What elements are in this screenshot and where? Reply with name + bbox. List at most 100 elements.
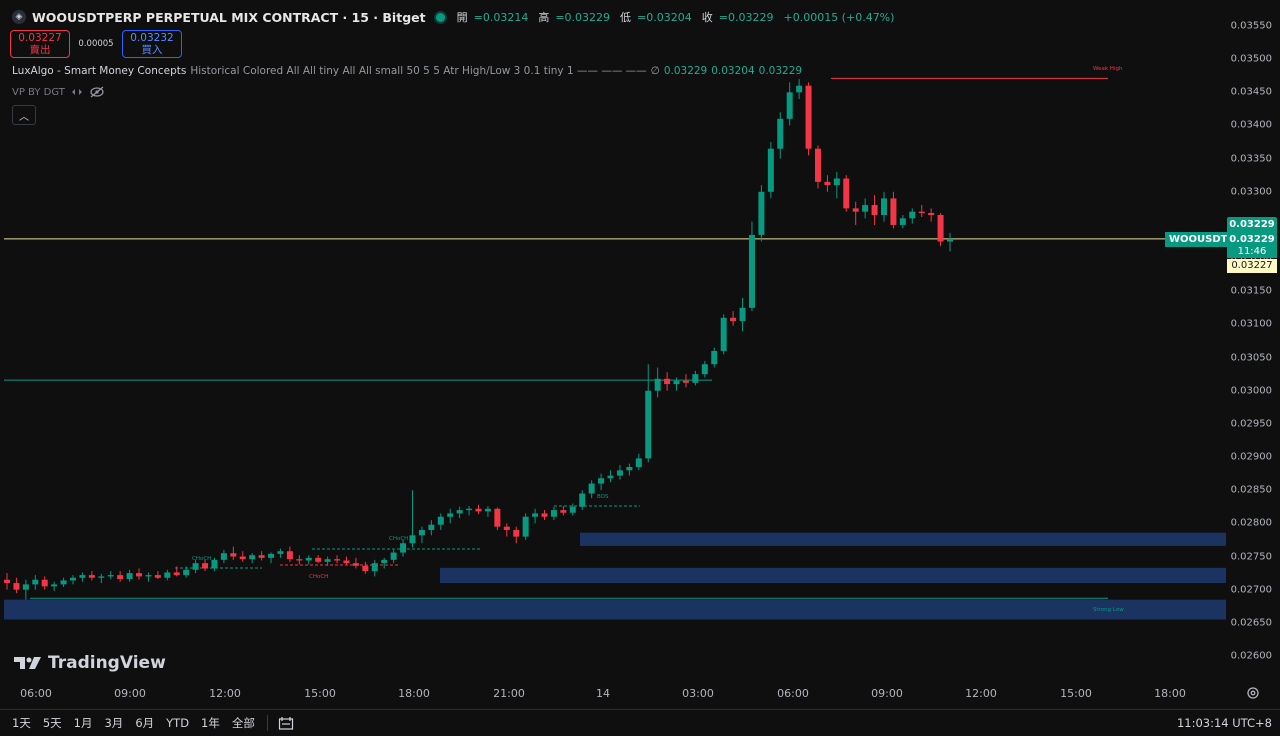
candle-body <box>513 530 520 537</box>
candle <box>484 506 491 517</box>
candle-body <box>343 560 350 564</box>
collapse-legend-button[interactable]: ︿ <box>12 105 36 125</box>
price-axis[interactable]: 0.03550 0.03500 0.03450 0.03400 0.03350 0.033… <box>1226 0 1280 680</box>
vp-label[interactable]: VP BY DGT <box>12 86 65 98</box>
price-tick-label: 0.02950 <box>1230 418 1272 430</box>
candle <box>249 553 256 564</box>
candle-body <box>560 510 567 513</box>
candle-body <box>871 205 878 215</box>
candle <box>739 297 746 332</box>
candle <box>664 372 671 391</box>
candle <box>466 506 473 516</box>
candle <box>13 577 20 593</box>
timeframe-all[interactable]: 全部 <box>231 716 255 730</box>
indicator-name[interactable]: LuxAlgo - Smart Money Concepts <box>12 65 187 77</box>
candle-body <box>230 553 237 557</box>
candle <box>145 572 152 582</box>
time-axis[interactable]: 06:00 09:00 12:00 15:00 18:00 21:00 14 03:00 06:… <box>0 682 1226 704</box>
sell-button[interactable]: 0.03227 賣出 <box>10 30 70 58</box>
candle <box>286 546 293 562</box>
last-price-tag: 0.03229 0.03229 <box>1227 217 1277 247</box>
utc-clock[interactable]: 11:03:14 UTC+8 <box>1176 716 1272 730</box>
candle <box>418 526 425 544</box>
candle <box>947 232 953 252</box>
candle <box>598 473 605 491</box>
indicator-legend[interactable]: LuxAlgo - Smart Money Concepts Historica… <box>12 65 802 77</box>
candle-body <box>720 317 727 351</box>
candle-body <box>456 510 463 514</box>
bottom-toolbar: 1天 5天 1月 3月 6月 YTD 1年 全部 11:03:14 UTC+8 <box>0 709 1280 736</box>
symbol-title[interactable]: WOOUSDTPERP PERPETUAL MIX CONTRACT · 15 … <box>32 9 426 25</box>
tradingview-logo-icon <box>14 657 41 669</box>
candle-body <box>136 573 143 577</box>
candle <box>494 507 501 530</box>
time-tick-label: 12:00 <box>209 687 241 700</box>
candle-body <box>268 553 275 558</box>
candle-body <box>437 516 444 525</box>
logo-text: TradingView <box>48 653 166 673</box>
candle <box>296 555 303 565</box>
price-tick-label: 0.02700 <box>1230 584 1272 596</box>
candle <box>607 470 614 483</box>
buy-button[interactable]: 0.03232 買入 <box>122 30 182 58</box>
vp-indicator-legend[interactable]: VP BY DGT <box>12 86 105 98</box>
candle-body <box>862 205 869 212</box>
choch-label: CHoCH <box>309 574 328 580</box>
price-chart[interactable]: Weak High Strong Low CHoCH CHoCH CHoCH BOS <box>0 0 1226 682</box>
timeframe-5d[interactable]: 5天 <box>42 716 62 730</box>
candle-body <box>211 559 218 569</box>
timeframe-1d[interactable]: 1天 <box>12 716 31 730</box>
candle-body <box>107 575 114 577</box>
candle <box>871 195 878 225</box>
trade-panel: 0.03227 賣出 0.00005 0.03232 買入 <box>10 30 182 58</box>
candle-body <box>381 559 388 564</box>
indicator-symbol: ∅ <box>650 65 660 77</box>
tradingview-logo[interactable]: TradingView <box>14 653 166 673</box>
candle-body <box>673 380 680 385</box>
candle-body <box>51 584 58 587</box>
candle <box>720 314 727 355</box>
candle-body <box>937 215 944 242</box>
sell-label: 賣出 <box>29 44 51 56</box>
date-range-icon[interactable] <box>278 716 294 730</box>
symbol-logo-icon[interactable]: ◈ <box>12 10 26 24</box>
price-tick-label: 0.02750 <box>1230 551 1272 563</box>
close-label: 收 <box>701 11 713 24</box>
candle <box>88 571 95 581</box>
candle <box>862 198 869 219</box>
change-value: +0.00015 (+0.47%) <box>783 10 895 24</box>
low-value: =0.03204 <box>637 10 692 24</box>
high-label: 高 <box>538 11 550 24</box>
candle-body <box>352 563 359 566</box>
candle <box>220 549 227 564</box>
candle <box>4 573 10 590</box>
candle-body <box>362 565 369 572</box>
candle <box>899 215 906 229</box>
candle <box>79 572 86 582</box>
settings-gear-icon[interactable] <box>1246 686 1260 700</box>
candle-body <box>588 483 595 494</box>
candle <box>202 559 209 572</box>
buy-label: 買入 <box>141 44 163 56</box>
timeframe-6m[interactable]: 6月 <box>135 716 155 730</box>
candle <box>843 175 850 212</box>
timeframe-3m[interactable]: 3月 <box>104 716 124 730</box>
candle <box>362 561 369 574</box>
candle <box>560 506 567 516</box>
timeframe-1y[interactable]: 1年 <box>201 716 220 730</box>
weak-high-label: Weak High <box>1093 66 1123 72</box>
candle <box>786 82 793 126</box>
candle-body <box>730 317 737 322</box>
hidden-eye-icon[interactable] <box>89 86 105 98</box>
price-tick-label: 0.02850 <box>1230 484 1272 496</box>
last-price: 0.03229 <box>1229 219 1275 230</box>
candle <box>541 510 548 521</box>
candle-body <box>645 390 652 459</box>
candle-body <box>928 213 935 215</box>
timeframe-1m[interactable]: 1月 <box>73 716 93 730</box>
candle <box>928 208 935 222</box>
candle <box>51 581 58 592</box>
candle-body <box>607 475 614 479</box>
timeframe-ytd[interactable]: YTD <box>166 716 190 730</box>
candle <box>70 575 77 585</box>
